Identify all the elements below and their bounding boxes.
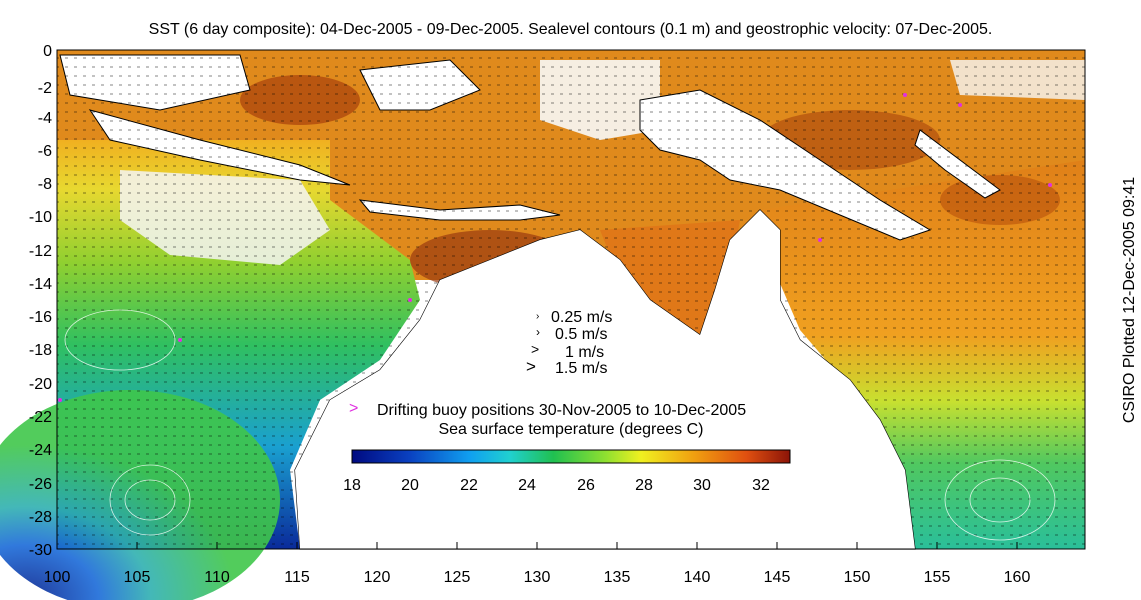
y-tick-label: -6 (38, 143, 52, 160)
y-tick-label: 0 (43, 43, 52, 60)
x-tick-label: 120 (364, 569, 391, 586)
buoy-positions (58, 93, 1052, 402)
x-tick-label: 150 (844, 569, 871, 586)
buoy-marker-icon: > (349, 400, 358, 417)
y-tick-label: -12 (29, 243, 52, 260)
x-tick-label: 160 (1004, 569, 1031, 586)
colorbar-tick-label: 28 (635, 477, 653, 494)
y-tick-label: -14 (29, 276, 52, 293)
svg-text:>: > (526, 357, 536, 376)
y-tick-label: -26 (29, 476, 52, 493)
colorbar-tick-label: 22 (460, 477, 478, 494)
colorbar-tick-label: 30 (693, 477, 711, 494)
velocity-legend-label: 1 m/s (565, 344, 604, 361)
y-axis: 0 -2 -4 -6 -8 -10 -12 -14 -16 -18 -20 -2… (29, 43, 52, 559)
buoy-legend-label: Drifting buoy positions 30-Nov-2005 to 1… (377, 402, 746, 419)
velocity-legend: › 0.25 m/s › 0.5 m/s > 1 m/s > 1.5 m/s (526, 309, 612, 377)
x-tick-label: 125 (444, 569, 471, 586)
y-tick-label: -8 (38, 176, 52, 193)
y-tick-label: -16 (29, 309, 52, 326)
y-tick-label: -20 (29, 376, 52, 393)
x-tick-label: 100 (44, 569, 71, 586)
map-frame (56, 49, 1086, 550)
colorbar-tick-label: 24 (518, 477, 536, 494)
y-tick-label: -2 (38, 80, 52, 97)
colorbar-tick-label: 26 (577, 477, 595, 494)
colorbar-tick-label: 20 (401, 477, 419, 494)
x-tick-label: 130 (524, 569, 551, 586)
colorbar: Sea surface temperature (degrees C) 18 2… (343, 421, 791, 494)
x-tick-label: 110 (204, 569, 230, 586)
y-tick-label: -18 (29, 342, 52, 359)
velocity-legend-label: 1.5 m/s (555, 360, 607, 377)
sealevel-contours (64, 309, 1056, 541)
svg-text:›: › (536, 325, 540, 339)
x-tick-label: 135 (604, 569, 631, 586)
x-tick-label: 105 (124, 569, 151, 586)
svg-text:›: › (536, 311, 539, 322)
y-tick-label: -30 (29, 542, 52, 559)
y-tick-label: -22 (29, 409, 52, 426)
velocity-legend-label: 0.25 m/s (551, 309, 612, 326)
x-tick-label: 115 (284, 569, 310, 586)
y-tick-label: -4 (38, 110, 52, 127)
x-tick-label: 145 (764, 569, 791, 586)
y-tick-label: -24 (29, 442, 52, 459)
x-axis: 100 105 110 115 120 125 130 135 140 145 … (44, 542, 1031, 586)
svg-text:>: > (531, 341, 539, 357)
x-tick-label: 155 (924, 569, 951, 586)
colorbar-tick-label: 18 (343, 477, 361, 494)
y-tick-label: -28 (29, 509, 52, 526)
x-tick-label: 140 (684, 569, 711, 586)
colorbar-tick-label: 32 (752, 477, 770, 494)
y-tick-label: -10 (29, 209, 52, 226)
map-title: SST (6 day composite): 04-Dec-2005 - 09-… (148, 21, 993, 38)
buoy-legend: > Drifting buoy positions 30-Nov-2005 to… (349, 400, 746, 419)
velocity-legend-label: 0.5 m/s (555, 326, 607, 343)
colorbar-title: Sea surface temperature (degrees C) (438, 421, 703, 438)
map-area (0, 50, 1085, 600)
